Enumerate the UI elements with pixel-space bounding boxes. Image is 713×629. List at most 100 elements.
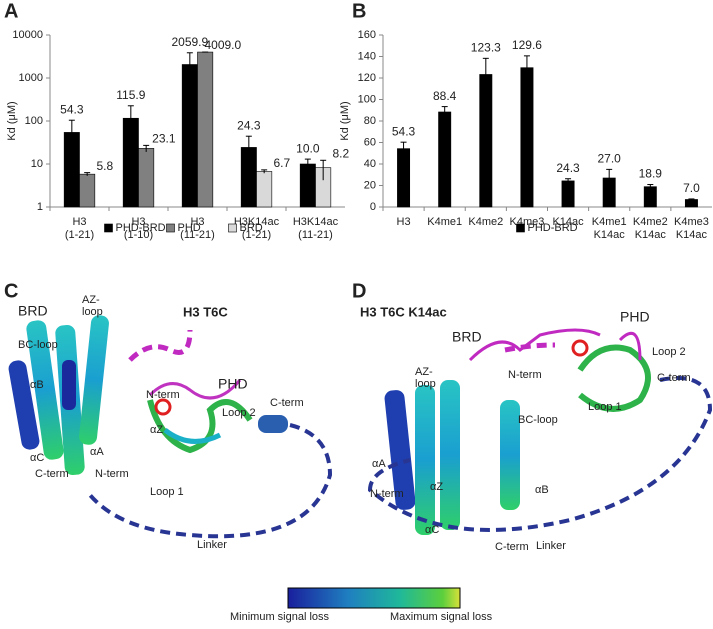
- value-label: 8.2: [332, 146, 349, 160]
- structure-label: Loop 1: [150, 486, 184, 498]
- x-tick-label: K14ac: [552, 216, 584, 228]
- value-label: 115.9: [116, 88, 145, 102]
- x-tick-label-line: H3K14ac: [234, 216, 280, 228]
- y-tick-label: 10000: [12, 29, 43, 41]
- x-tick-label-line: K14ac: [635, 229, 667, 241]
- y-tick-label: 80: [364, 115, 376, 127]
- colorbar-max-label: Maximum signal loss: [390, 611, 493, 623]
- y-tick-label: 120: [358, 72, 376, 84]
- legend-label: PHD-BRD: [116, 222, 166, 234]
- structure-label-line: AZ-: [415, 366, 433, 378]
- x-tick-label: H3 (1-10): [124, 216, 153, 241]
- x-tick-label: K4me2 K14ac: [633, 216, 668, 241]
- x-tick-label: K4me1 K14ac: [592, 216, 627, 241]
- structure-label: αZ: [430, 481, 443, 493]
- bar: [79, 173, 96, 208]
- value-label: 123.3: [471, 40, 501, 54]
- structure-label-line: loop: [415, 378, 436, 390]
- structure-label: N-term: [95, 468, 129, 480]
- colorbar: Minimum signal loss Maximum signal loss: [230, 587, 493, 623]
- structure-label: N-term: [370, 488, 404, 500]
- x-tick-label: K4me1: [427, 216, 462, 228]
- y-tick-label: 20: [364, 179, 376, 191]
- value-label: 5.8: [96, 159, 113, 173]
- x-tick-label-line: K14ac: [676, 229, 708, 241]
- x-tick-label-line: (11-21): [298, 229, 333, 241]
- x-tick-label: H3 (11-21): [180, 216, 215, 241]
- value-label: 2059.9: [171, 35, 208, 49]
- structure-label: αB: [535, 484, 549, 496]
- value-label: 54.3: [60, 102, 84, 116]
- x-tick-label-line: (11-21): [180, 229, 215, 241]
- value-label: 129.6: [512, 38, 542, 52]
- y-tick-label: 10: [31, 158, 43, 170]
- y-tick-label: 1000: [19, 72, 43, 84]
- y-tick-label: 1: [37, 201, 43, 213]
- value-label: 4009.0: [204, 38, 241, 52]
- bar: [643, 186, 657, 208]
- value-label: 18.9: [639, 167, 663, 181]
- value-label: 88.4: [433, 89, 457, 103]
- structure-label: αA: [90, 446, 104, 458]
- x-tick-label-line: H3: [190, 216, 204, 228]
- x-tick-label-line: K4me2: [633, 216, 668, 228]
- bar: [197, 51, 214, 208]
- bar: [256, 171, 273, 208]
- x-tick-label: H3K14ac (11-21): [293, 216, 339, 241]
- bar: [479, 74, 493, 208]
- value-label: 24.3: [237, 118, 261, 132]
- x-tick-label-line: H3: [397, 216, 411, 228]
- panel-label: B: [352, 0, 366, 22]
- legend-label: PHD: [178, 222, 201, 234]
- structure-label: Loop 2: [652, 346, 686, 358]
- structure-label: αA: [372, 458, 386, 470]
- value-label: 7.0: [683, 181, 700, 195]
- structure-label: BC-loop: [18, 339, 58, 351]
- x-tick-label: H3 (1-21): [65, 216, 94, 241]
- structure-title: H3 T6C K14ac: [360, 304, 447, 319]
- structure-label-line: AZ-: [82, 294, 100, 306]
- structure-label: N-term: [508, 369, 542, 381]
- value-label: 6.7: [273, 156, 290, 170]
- y-tick-label: 100: [25, 115, 43, 127]
- structure-label: Loop 2: [222, 407, 256, 419]
- bar: [138, 148, 155, 208]
- structure-label: N-term: [146, 389, 180, 401]
- y-tick-label: 100: [358, 93, 376, 105]
- structure-label: αZ: [150, 424, 163, 436]
- legend-swatch: [516, 223, 525, 233]
- structure-label: AZ-loop: [415, 366, 436, 390]
- legend-label: PHD-BRD: [528, 222, 578, 234]
- structure-label: Linker: [536, 540, 566, 552]
- x-tick-label: K4me2: [468, 216, 503, 228]
- x-tick-label-line: H3: [131, 216, 145, 228]
- structure-label: C-term: [495, 541, 529, 553]
- x-tick-label-line: K4me1: [427, 216, 462, 228]
- x-tick-label-line: K14ac: [552, 216, 584, 228]
- bar: [520, 67, 534, 208]
- structure-label: αC: [425, 524, 439, 536]
- legend-swatch: [104, 223, 113, 233]
- structure-label: C-term: [657, 372, 691, 384]
- structure-label-line: loop: [82, 306, 103, 318]
- x-tick-label-line: H3: [72, 216, 86, 228]
- bar: [397, 148, 411, 208]
- y-tick-label: 140: [358, 50, 376, 62]
- x-tick-label-line: (1-21): [242, 229, 271, 241]
- structure-label: αC: [30, 452, 44, 464]
- x-tick-label: K4me3 K14ac: [674, 216, 709, 241]
- legend-label: BRD: [240, 222, 263, 234]
- x-tick-label-line: K14ac: [594, 229, 626, 241]
- legend-swatch: [228, 223, 237, 233]
- x-tick-label-line: K4me3: [674, 216, 709, 228]
- panel-label: C: [4, 280, 18, 302]
- structure-label: Linker: [197, 539, 227, 551]
- x-tick-label-line: K4me2: [468, 216, 503, 228]
- structure-label: αB: [30, 379, 44, 391]
- structure-label: BRD: [18, 303, 48, 319]
- bar: [561, 180, 575, 208]
- structure-label: AZ-loop: [82, 294, 103, 318]
- x-tick-label-line: H3K14ac: [293, 216, 339, 228]
- structure-label: Loop 1: [588, 401, 622, 413]
- value-label: 10.0: [296, 141, 320, 155]
